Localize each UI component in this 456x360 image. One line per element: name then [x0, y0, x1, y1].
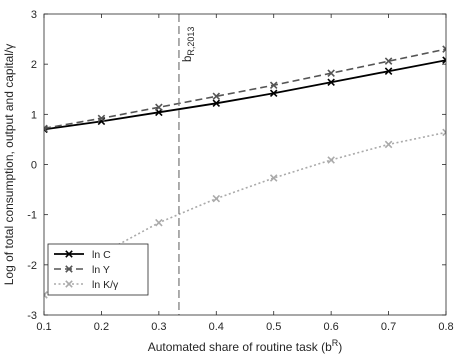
- y-tick-label: -2: [27, 260, 37, 272]
- data-point: [384, 57, 393, 65]
- reference-line-label: bR,2013: [182, 27, 196, 62]
- marker-stroke: [65, 265, 73, 273]
- x-axis-label-main: Automated share of routine task (b: [148, 340, 332, 354]
- marker-stroke: [327, 78, 335, 86]
- y-tick-label: -1: [27, 210, 37, 222]
- marker-stroke: [327, 156, 335, 164]
- marker-stroke: [44, 293, 48, 299]
- marker-stroke: [384, 67, 393, 75]
- y-tick-label: 2: [31, 59, 37, 71]
- series-line-0: [44, 59, 446, 131]
- legend-label-2: ln K/γ: [92, 279, 119, 291]
- data-point: [327, 69, 335, 77]
- data-point: [212, 92, 221, 101]
- legend-marker-0: [65, 250, 73, 258]
- y-tick-label: 3: [31, 9, 37, 21]
- data-point: [327, 156, 335, 164]
- series-line-1: [44, 48, 446, 130]
- data-point: [97, 114, 106, 123]
- marker-stroke: [97, 114, 106, 123]
- marker-stroke: [327, 69, 335, 77]
- data-point: [442, 128, 446, 137]
- data-point: [442, 56, 446, 64]
- x-tick-label: 0.4: [209, 321, 224, 333]
- marker-stroke: [155, 218, 163, 227]
- marker-stroke: [384, 140, 393, 149]
- marker-stroke: [212, 99, 221, 108]
- y-tick-label: 1: [31, 109, 37, 121]
- data-point: [212, 99, 221, 108]
- marker-stroke: [442, 59, 446, 64]
- marker-stroke: [212, 194, 221, 203]
- y-tick-label: 0: [31, 160, 37, 172]
- x-axis-label-superscript: R: [332, 338, 339, 348]
- data-point: [442, 45, 446, 53]
- data-point: [384, 67, 393, 75]
- y-axis-label: Log of total consumption, output and cap…: [2, 44, 16, 286]
- marker-stroke: [44, 291, 48, 297]
- data-point: [155, 103, 163, 112]
- x-tick-label: 0.2: [94, 321, 109, 333]
- data-point: [269, 89, 278, 98]
- marker-stroke: [384, 57, 393, 65]
- reference-line-label-main: b: [182, 56, 194, 62]
- x-tick-label: 0.3: [151, 321, 166, 333]
- marker-stroke: [442, 128, 446, 134]
- x-tick-label: 0.5: [266, 321, 281, 333]
- legend: ln C ln Y ln K/γ: [47, 243, 149, 296]
- marker-stroke: [97, 117, 106, 126]
- marker-stroke: [442, 56, 446, 62]
- marker-stroke: [269, 81, 278, 90]
- x-tick-label: 0.6: [323, 321, 338, 333]
- marker-stroke: [269, 89, 278, 98]
- axes: 0.1 0.2 0.3 0.4 0.5 0.6 0.7 0.8 -3 -2 -1 0 1 2 3 Automa…: [2, 9, 454, 354]
- marker-stroke: [212, 92, 221, 101]
- marker-stroke: [442, 45, 446, 51]
- data-point: [269, 81, 278, 90]
- marker-stroke: [65, 280, 73, 288]
- x-tick-label: 0.8: [438, 321, 453, 333]
- marker-stroke: [44, 127, 48, 133]
- legend-marker-1: [65, 265, 73, 273]
- marker-stroke: [44, 124, 48, 130]
- marker-stroke: [155, 103, 163, 112]
- marker-stroke: [442, 47, 446, 53]
- x-axis-label-tail: ): [338, 340, 342, 354]
- x-tick-label: 0.7: [381, 321, 396, 333]
- data-point: [327, 78, 335, 86]
- marker-stroke: [442, 131, 446, 137]
- data-point: [44, 291, 48, 299]
- data-point: [155, 218, 163, 227]
- x-axis-label: Automated share of routine task (bR): [148, 338, 343, 354]
- data-point: [384, 140, 393, 149]
- data-point: [212, 194, 221, 203]
- x-tick-label: 0.1: [36, 321, 51, 333]
- legend-label-1: ln Y: [92, 264, 110, 276]
- legend-label-0: ln C: [92, 249, 111, 261]
- marker-stroke: [269, 174, 278, 182]
- y-tick-label: -3: [27, 310, 37, 322]
- legend-box: [47, 243, 149, 296]
- data-point: [269, 174, 278, 182]
- marker-stroke: [65, 250, 73, 258]
- data-point: [44, 124, 48, 133]
- legend-marker-2: [65, 280, 73, 288]
- reference-line-label-subscript: R,2013: [186, 27, 196, 56]
